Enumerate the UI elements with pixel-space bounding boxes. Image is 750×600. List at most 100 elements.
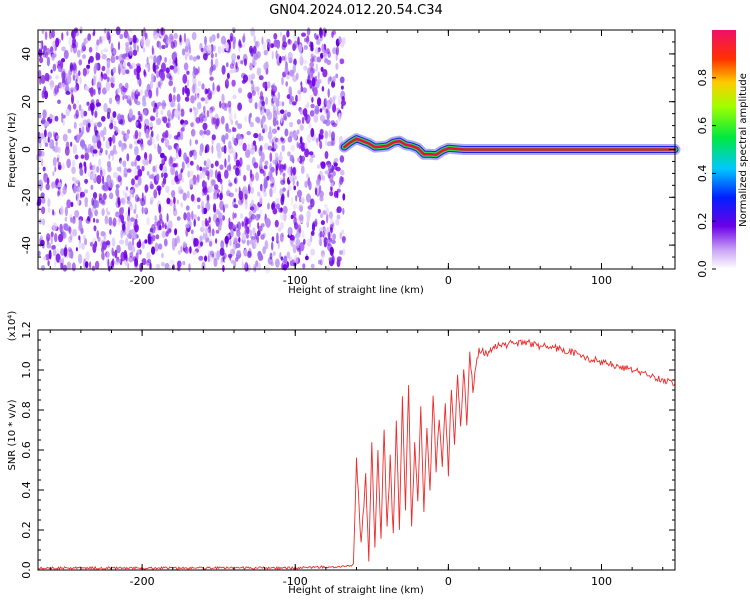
noise-blob xyxy=(203,186,208,196)
noise-blob xyxy=(197,80,202,87)
noise-blob xyxy=(38,250,41,257)
noise-blob xyxy=(70,141,73,147)
noise-blob xyxy=(281,101,285,107)
noise-blob xyxy=(149,136,153,144)
noise-blob xyxy=(192,250,197,255)
y-tick-label: 1.0 xyxy=(20,361,33,379)
noise-blob xyxy=(252,45,257,55)
noise-blob xyxy=(335,46,339,56)
noise-blob xyxy=(113,120,117,126)
noise-blob xyxy=(249,229,253,239)
noise-blob xyxy=(279,251,282,260)
x-tick-label: 0 xyxy=(445,575,452,588)
noise-blob xyxy=(155,234,160,240)
noise-blob xyxy=(79,76,82,85)
noise-blob xyxy=(109,228,112,235)
noise-blob xyxy=(253,132,259,139)
noise-blob xyxy=(162,177,167,185)
noise-blob xyxy=(122,160,127,168)
noise-blob xyxy=(76,186,82,193)
noise-blob xyxy=(184,223,190,229)
noise-blob xyxy=(340,176,345,183)
noise-blob xyxy=(137,168,143,177)
noise-blob xyxy=(336,107,340,113)
noise-blob xyxy=(38,114,42,119)
noise-blob xyxy=(146,171,150,176)
noise-blob xyxy=(187,79,190,87)
y-tick-label: 0.4 xyxy=(20,481,33,499)
noise-blob xyxy=(161,137,165,143)
noise-blob xyxy=(233,198,236,203)
noise-blob xyxy=(211,116,214,125)
noise-blob xyxy=(192,84,196,94)
noise-blob xyxy=(215,58,219,68)
noise-blob xyxy=(197,204,201,209)
noise-blob xyxy=(182,86,185,96)
noise-blob xyxy=(190,122,194,128)
noise-blob xyxy=(169,155,173,165)
noise-blob xyxy=(174,108,179,118)
noise-blob xyxy=(271,236,275,242)
noise-blob xyxy=(74,154,79,160)
noise-blob xyxy=(272,82,276,92)
noise-blob xyxy=(156,101,162,107)
noise-blob xyxy=(186,87,190,97)
noise-blob xyxy=(189,150,193,158)
noise-blob xyxy=(329,224,334,231)
noise-blob xyxy=(75,134,80,144)
noise-blob xyxy=(325,108,329,114)
noise-blob xyxy=(76,99,79,104)
noise-blob xyxy=(144,184,148,194)
noise-blob xyxy=(288,256,293,262)
noise-blob xyxy=(289,234,295,241)
noise-blob xyxy=(208,255,214,262)
noise-blob xyxy=(77,49,81,58)
noise-blob xyxy=(225,42,229,52)
noise-blob xyxy=(263,191,267,197)
noise-blob xyxy=(122,87,128,93)
noise-blob xyxy=(112,217,117,227)
noise-blob xyxy=(225,133,229,140)
noise-blob xyxy=(206,194,210,201)
noise-blob xyxy=(116,87,120,94)
noise-blob xyxy=(100,35,106,41)
noise-blob xyxy=(65,108,70,117)
noise-blob xyxy=(293,255,299,264)
noise-blob xyxy=(140,197,146,207)
noise-blob xyxy=(105,207,109,213)
noise-blob xyxy=(61,32,64,41)
snr-line xyxy=(37,338,676,571)
noise-blob xyxy=(155,87,159,97)
noise-blob xyxy=(54,85,59,95)
noise-blob xyxy=(301,32,306,37)
noise-blob xyxy=(196,164,200,171)
noise-blob xyxy=(141,206,144,215)
noise-blob xyxy=(288,38,291,44)
noise-blob xyxy=(306,193,311,203)
noise-blob xyxy=(57,182,62,188)
x-tick-label: 100 xyxy=(591,274,612,287)
noise-blob xyxy=(280,211,285,221)
noise-blob xyxy=(322,106,326,111)
noise-blob xyxy=(274,219,279,228)
noise-blob xyxy=(310,127,315,138)
noise-blob xyxy=(115,126,119,133)
noise-blob xyxy=(105,83,110,92)
noise-blob xyxy=(224,235,229,245)
noise-blob xyxy=(193,150,198,161)
noise-blob xyxy=(244,193,248,200)
noise-blob xyxy=(170,35,175,41)
noise-blob xyxy=(211,140,214,146)
noise-blob xyxy=(229,239,232,247)
noise-blob xyxy=(250,173,255,182)
noise-blob xyxy=(209,250,215,258)
noise-blob xyxy=(113,171,118,179)
noise-blob xyxy=(55,135,60,140)
noise-blob xyxy=(340,100,346,106)
noise-blob xyxy=(311,56,315,63)
noise-blob xyxy=(47,136,50,143)
noise-blob xyxy=(332,47,338,55)
noise-blob xyxy=(153,143,157,150)
noise-blob xyxy=(282,205,288,214)
